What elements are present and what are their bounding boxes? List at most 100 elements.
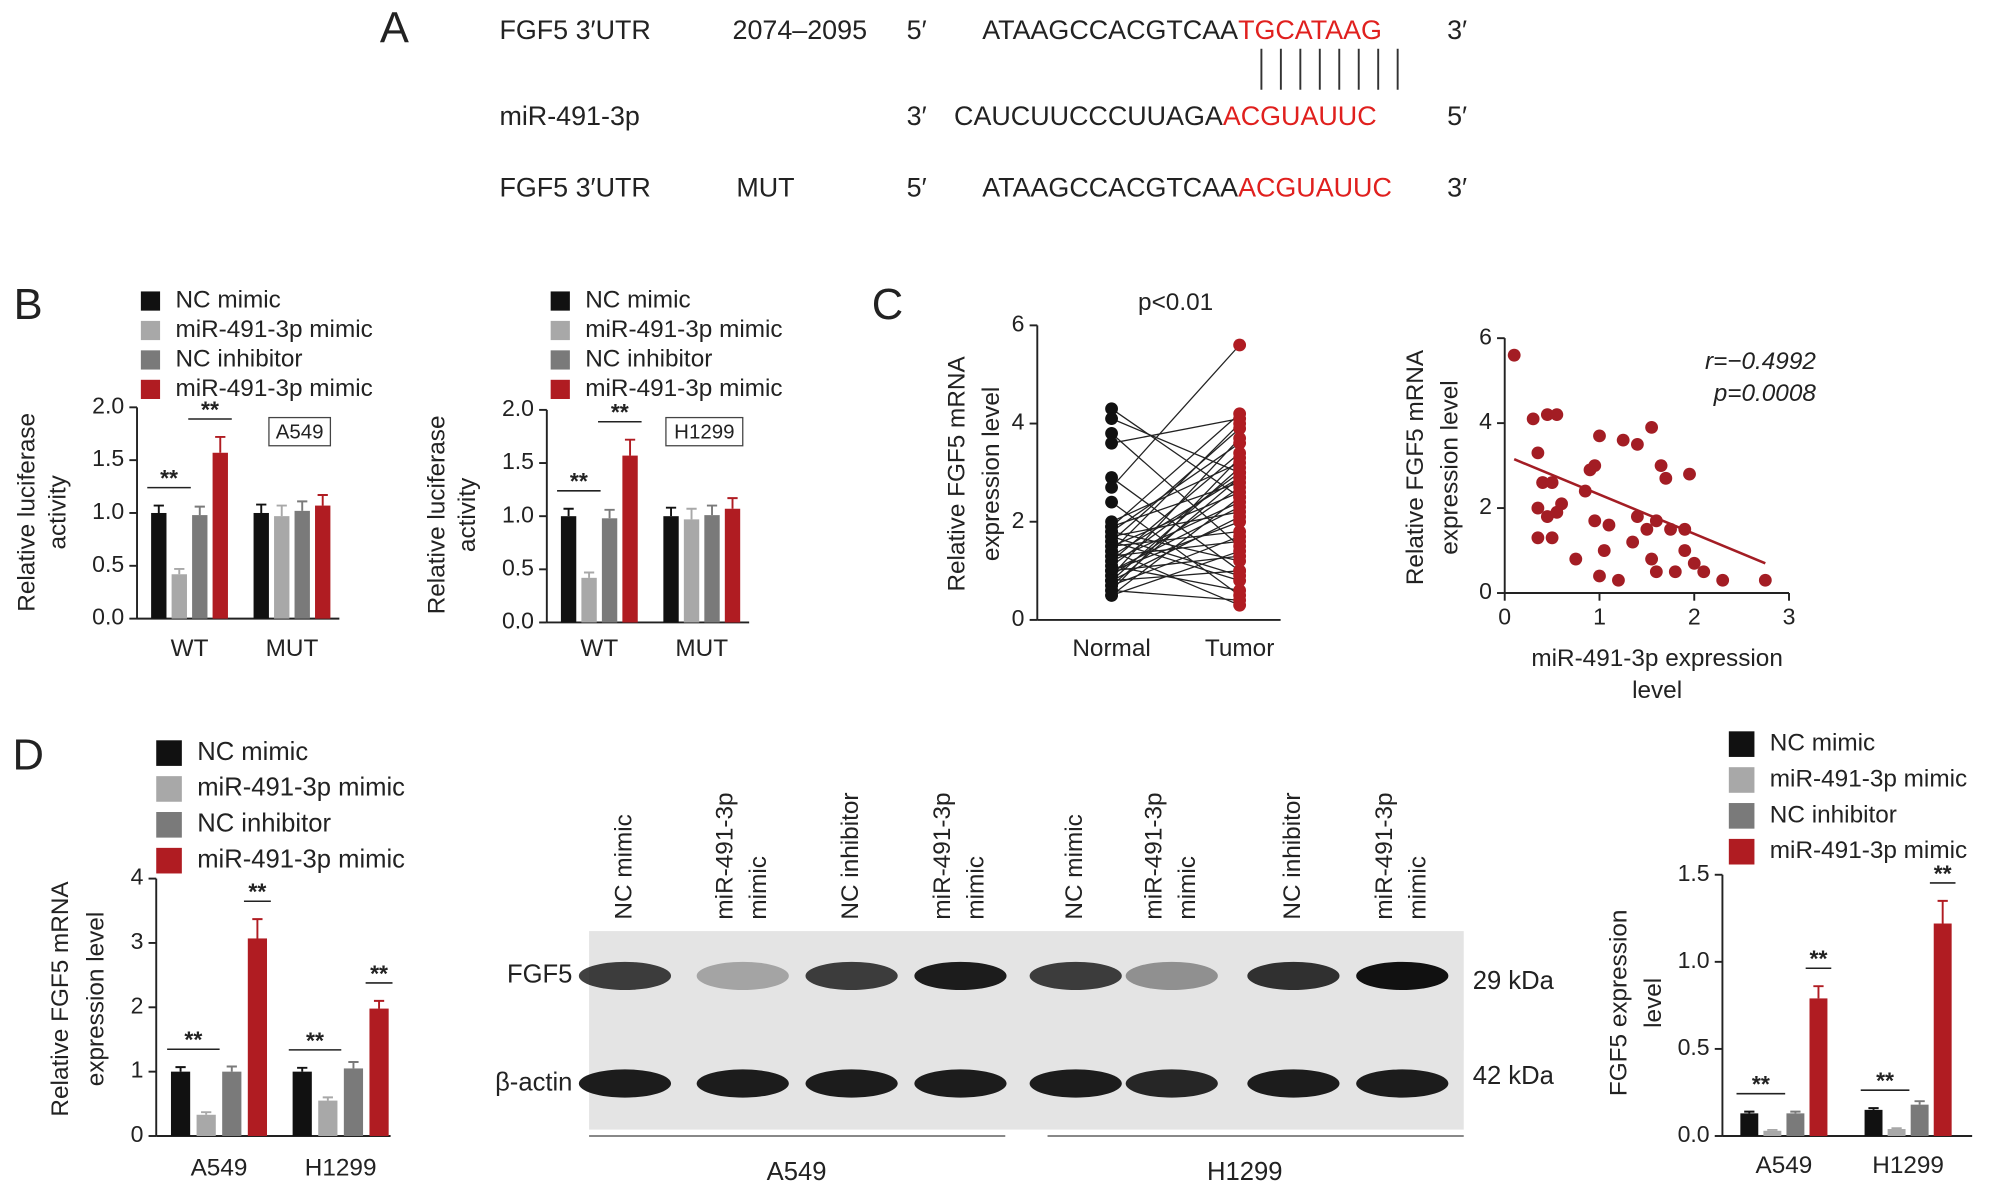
point [1233, 407, 1247, 421]
panel-label: C [872, 281, 903, 329]
band [1125, 1069, 1218, 1098]
significance-label: ** [1809, 946, 1827, 972]
binding-site: TGCATAAG [1238, 15, 1382, 45]
sequence-position: MUT [736, 173, 794, 203]
x-tick-label: A549 [191, 1155, 248, 1182]
y-tick-label: 1 [131, 1057, 144, 1083]
legend-swatch [1728, 731, 1755, 757]
bar [151, 512, 167, 619]
sequence: ATAAGCCACGTCAAACGUAUUC [982, 173, 1392, 203]
lane-label: NC inhibitor [837, 792, 864, 919]
point [1105, 480, 1118, 494]
y-tick-label: 6 [1012, 310, 1025, 336]
y-axis-label: activity [44, 474, 71, 549]
point [1233, 530, 1247, 543]
point [1531, 446, 1545, 460]
y-tick-label: 0 [1012, 605, 1025, 631]
error-bar [604, 508, 615, 519]
point [1597, 544, 1611, 557]
blot-strip [589, 931, 1464, 1051]
error-bar [1891, 1127, 1902, 1130]
bar [1933, 923, 1952, 1136]
legend-swatch [156, 847, 182, 874]
legend-label: miR-491-3p mimic [175, 375, 372, 402]
group-label: H1299 [1207, 1158, 1282, 1186]
band [578, 961, 672, 991]
lane-label: NC mimic [1061, 814, 1088, 919]
band [1125, 961, 1218, 991]
lane-label: miR-491-3p [929, 792, 956, 919]
lane-label: miR-491-3p [1141, 792, 1168, 919]
sequence-position: 2074–2095 [733, 15, 868, 45]
pair-line [1111, 467, 1241, 582]
legend-swatch [550, 320, 570, 341]
point [1569, 552, 1583, 566]
point [1630, 437, 1644, 451]
annotation: A549 [276, 420, 324, 443]
sequence-end: 3′ [1447, 15, 1467, 45]
point [1233, 490, 1247, 504]
annotation-box [665, 416, 744, 447]
band [1029, 961, 1122, 991]
x-tick-label: MUT [266, 635, 319, 662]
pair-line [1111, 496, 1241, 596]
bar [683, 519, 700, 623]
trendline [1513, 458, 1766, 565]
bar [601, 518, 618, 623]
y-axis-label: expression level [83, 912, 110, 1086]
y-tick-label: 0.0 [502, 608, 534, 634]
legend-label: miR-491-3p mimic [1770, 837, 1967, 864]
y-axis-label: FGF5 expression [1605, 910, 1632, 1097]
annotation: H1299 [674, 420, 734, 443]
legend-label: NC mimic [175, 286, 280, 313]
legend-label: miR-491-3p mimic [197, 845, 405, 873]
y-tick-label: 2.0 [92, 392, 124, 418]
legend-label: NC inhibitor [1770, 801, 1897, 828]
panel-label: A [380, 4, 409, 52]
error-bar [226, 1065, 237, 1072]
sequence: ATAAGCCACGTCAATGCATAAG [982, 15, 1382, 45]
y-tick-label: 1.0 [92, 498, 124, 524]
point [1645, 420, 1659, 434]
error-bar [686, 507, 697, 520]
legend-label: NC inhibitor [175, 345, 302, 372]
point [1105, 588, 1118, 602]
y-axis-label: expression level [978, 387, 1005, 561]
group-label: A549 [767, 1158, 827, 1186]
point [1233, 510, 1247, 524]
y-tick-label: 0.5 [502, 554, 534, 580]
point [1640, 522, 1654, 536]
point [1105, 530, 1118, 543]
error-bar [256, 503, 267, 513]
x-tick-label: WT [580, 635, 618, 662]
bar [274, 516, 290, 619]
point [1545, 531, 1559, 545]
significance-label: ** [306, 1027, 324, 1053]
pair-line [1111, 535, 1240, 587]
y-tick-label: 0.5 [92, 551, 124, 577]
band [578, 1069, 672, 1098]
error-bar [563, 507, 574, 517]
bar [560, 516, 577, 623]
lane-label: NC inhibitor [1279, 792, 1306, 919]
point [1536, 476, 1550, 489]
y-tick-label: 0.0 [92, 604, 124, 630]
pair-line [1111, 589, 1240, 601]
legend-swatch [156, 812, 182, 838]
lane-label: mimic [1174, 856, 1201, 920]
significance-label: ** [1752, 1071, 1770, 1097]
bar [369, 1008, 389, 1136]
y-axis-label: expression level [1436, 380, 1463, 554]
point [1507, 348, 1521, 362]
x-tick-label: A549 [1755, 1152, 1812, 1179]
significance-label: ** [160, 465, 178, 491]
error-bar [201, 1111, 212, 1115]
error-bar [322, 1096, 333, 1101]
y-tick-label: 3 [131, 928, 144, 954]
lane-label: NC mimic [610, 814, 637, 919]
pair-line [1111, 516, 1240, 582]
point [1649, 565, 1663, 579]
point [1616, 433, 1630, 447]
significance-label: ** [1876, 1068, 1894, 1094]
band [696, 1069, 789, 1098]
